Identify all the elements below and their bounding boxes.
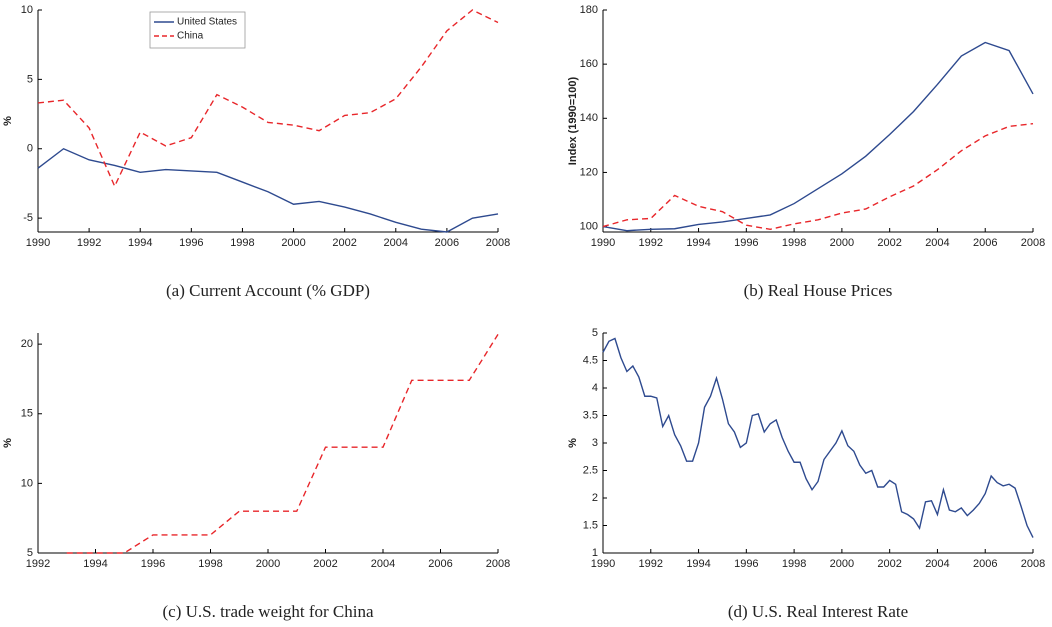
y-tick-label: 1.5 [583,519,598,531]
x-tick-label: 1994 [83,558,107,570]
y-tick-label: 160 [580,58,598,70]
y-tick-label: 2.5 [583,464,598,476]
x-tick-label: 1996 [179,237,203,249]
x-tick-label: 2002 [877,558,901,570]
x-tick-label: 1996 [734,558,758,570]
x-tick-label: 2004 [371,558,395,570]
y-tick-label: 3.5 [583,409,598,421]
x-tick-label: 1994 [686,237,710,249]
x-tick-label: 2000 [256,558,280,570]
y-tick-label: 180 [580,4,598,16]
line-series [37,9,499,188]
x-tick-label: 1992 [26,558,50,570]
y-tick-label: 5 [592,327,598,339]
y-tick-label: 10 [21,4,33,16]
x-tick-label: 1990 [26,237,50,249]
line-series [602,337,1034,538]
y-tick-label: 0 [27,143,33,155]
y-tick-label: 2 [592,492,598,504]
legend-label: China [177,31,204,42]
y-axis-label: Index (1990=100) [567,76,579,165]
x-tick-label: 1992 [77,237,101,249]
x-tick-label: 1996 [734,237,758,249]
x-tick-label: 2006 [435,237,459,249]
x-tick-label: 2000 [830,237,854,249]
x-tick-label: 2004 [925,237,949,249]
line-series [37,147,499,233]
y-tick-label: 4.5 [583,354,598,366]
x-tick-label: 2006 [973,237,997,249]
y-tick-label: -5 [23,212,33,224]
x-tick-label: 2006 [428,558,452,570]
x-tick-label: 2008 [1021,237,1045,249]
caption: (b) Real House Prices [744,281,893,300]
x-tick-label: 1994 [686,558,710,570]
line-series [602,123,1034,231]
y-tick-label: 5 [27,73,33,85]
y-tick-label: 4 [592,382,598,394]
legend-box [149,11,246,49]
y-axis-label: % [2,116,14,126]
x-tick-label: 1998 [782,558,806,570]
x-tick-label: 2004 [384,237,408,249]
x-tick-label: 1998 [198,558,222,570]
x-tick-label: 1990 [591,237,615,249]
x-tick-label: 1996 [141,558,165,570]
line-series [66,334,499,554]
x-tick-label: 1990 [591,558,615,570]
y-tick-label: 5 [27,547,33,559]
x-tick-label: 2006 [973,558,997,570]
y-tick-label: 10 [21,477,33,489]
x-tick-label: 1994 [128,237,152,249]
x-tick-label: 2004 [925,558,949,570]
y-axis-label: % [2,438,14,448]
x-tick-label: 2008 [486,558,510,570]
x-tick-label: 1992 [639,558,663,570]
caption: (c) U.S. trade weight for China [162,602,373,621]
line-series [602,41,1034,232]
y-tick-label: 140 [580,112,598,124]
caption: (d) U.S. Real Interest Rate [728,602,908,621]
x-tick-label: 2000 [281,237,305,249]
y-tick-label: 20 [21,338,33,350]
x-tick-label: 1992 [639,237,663,249]
x-tick-label: 2002 [332,237,356,249]
x-tick-label: 1998 [230,237,254,249]
caption: (a) Current Account (% GDP) [166,281,370,300]
y-axis-label: % [567,438,579,448]
x-tick-label: 1998 [782,237,806,249]
x-tick-label: 2002 [313,558,337,570]
y-tick-label: 15 [21,408,33,420]
y-tick-label: 3 [592,437,598,449]
x-tick-label: 2008 [486,237,510,249]
y-tick-label: 1 [592,547,598,559]
y-tick-label: 100 [580,220,598,232]
legend-label: United States [177,17,237,28]
x-tick-label: 2000 [830,558,854,570]
x-tick-label: 2002 [877,237,901,249]
x-tick-label: 2008 [1021,558,1045,570]
y-tick-label: 120 [580,166,598,178]
